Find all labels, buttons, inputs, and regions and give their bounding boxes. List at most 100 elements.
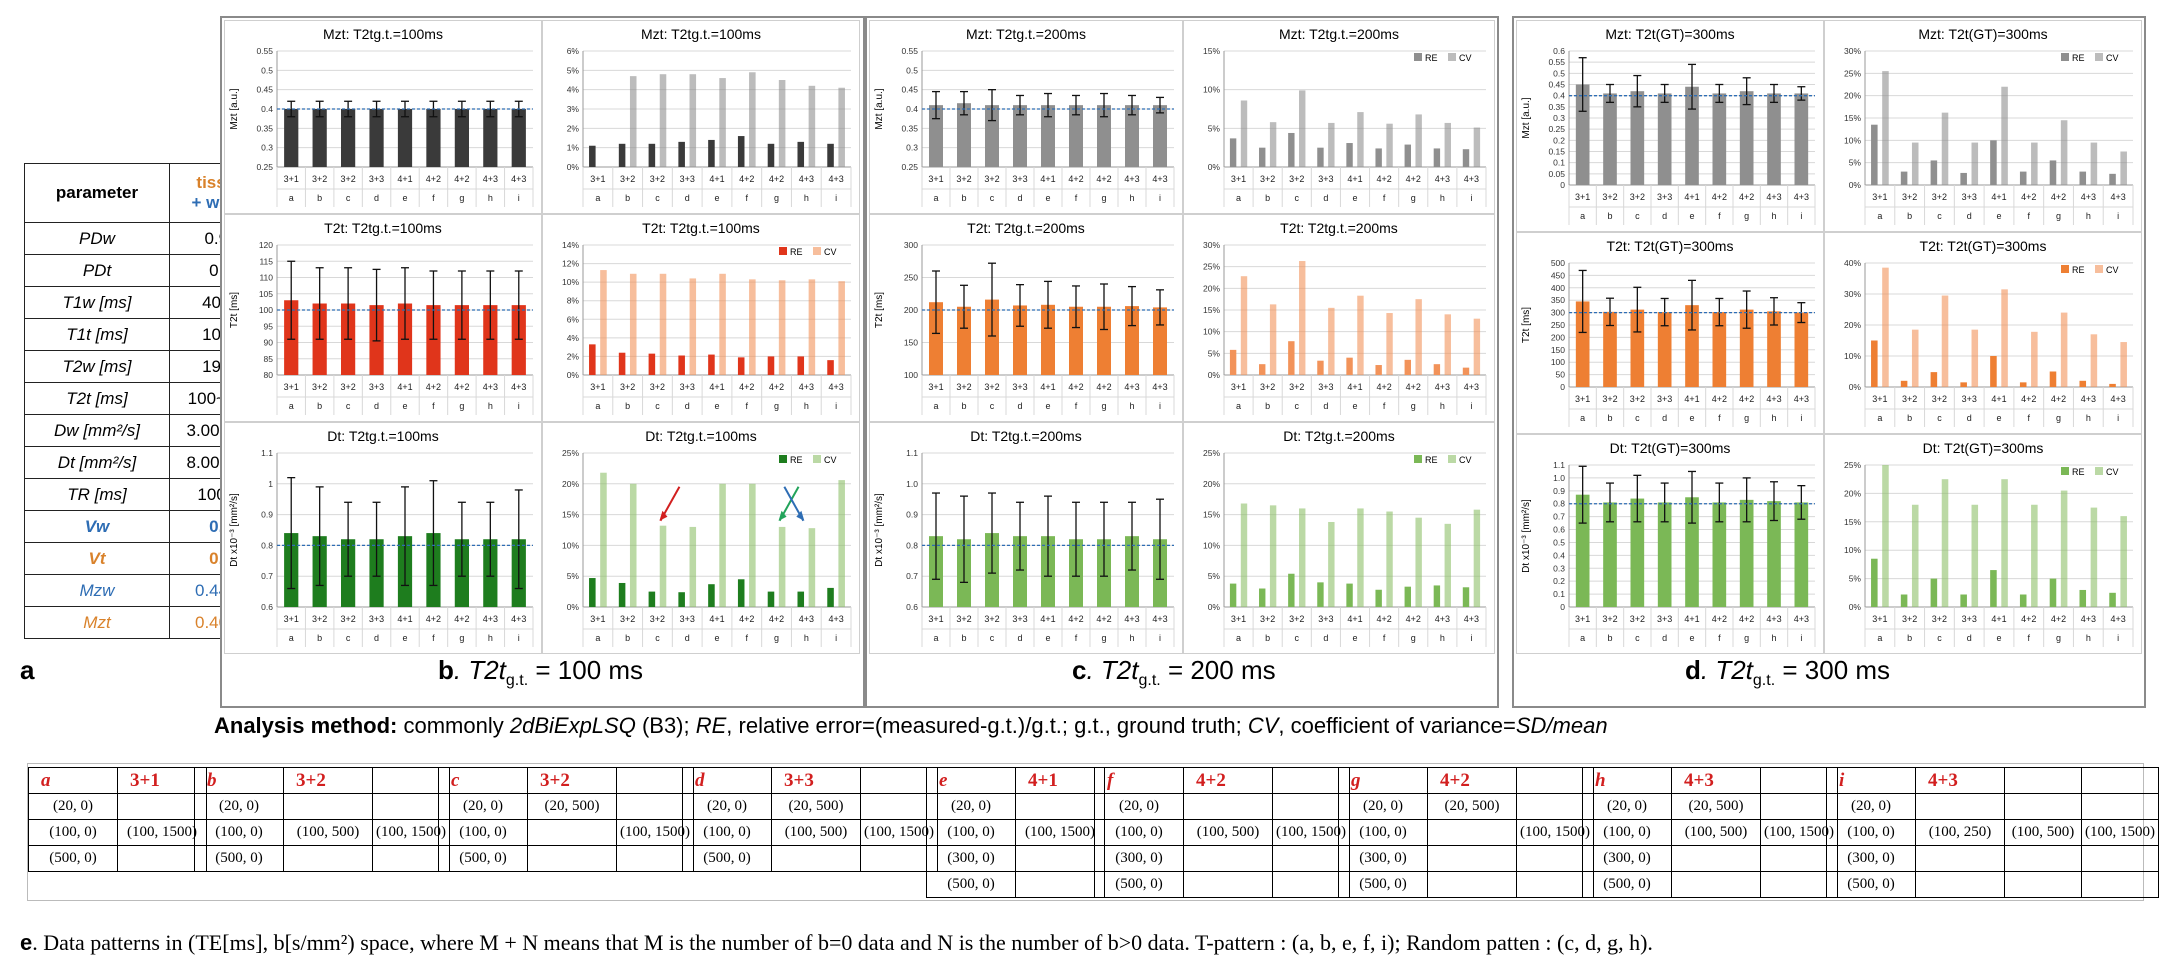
x-tick-label: 4+3: [1435, 614, 1450, 624]
x-letter-label: a: [1877, 413, 1882, 423]
x-tick-label: 3+2: [1602, 394, 1617, 404]
y-tick-label: 0.8: [261, 540, 273, 550]
y-axis-label: T2t [ms]: [229, 292, 240, 328]
bar: [341, 109, 356, 167]
bar: [1767, 311, 1781, 387]
x-letter-label: i: [1159, 633, 1161, 643]
y-tick-label: 1.0: [906, 479, 918, 489]
caption-d: d. T2tg.t. = 300 ms: [1685, 655, 1891, 690]
y-tick-label: 0: [1560, 180, 1565, 190]
bar: [1299, 508, 1306, 607]
chart-svg: T2t: T2t(GT)=300ms 0% 10% 20% 30% 40% 3+1 a 3+2 b…: [1844, 238, 2134, 427]
bar: [1739, 91, 1754, 185]
x-letter-label: c: [655, 633, 660, 643]
chart-c-mzt-re: Mzt: T2tg.t.=200ms 0% 5% 10% 15% 3+1 a 3+2 b 3+2 c…: [1183, 20, 1495, 214]
x-tick-label: 4+3: [1152, 174, 1167, 184]
x-letter-label: g: [1101, 401, 1106, 411]
bar: [797, 141, 805, 167]
pattern-cell: (500, 0): [438, 845, 528, 872]
y-tick-label: 0.2: [1553, 135, 1565, 145]
x-tick-label: 4+2: [1096, 614, 1111, 624]
x-tick-label: 3+2: [1932, 192, 1947, 202]
x-letter-label: a: [595, 193, 600, 203]
bar: [778, 80, 786, 167]
x-letter-label: c: [346, 193, 351, 203]
x-letter-label: a: [1236, 193, 1241, 203]
x-tick-label: 3+1: [928, 174, 943, 184]
bar: [1013, 536, 1027, 607]
bar: [708, 584, 715, 607]
y-axis-label: Dt x10⁻³ [mm²/s]: [229, 493, 240, 567]
x-tick-label: 3+1: [590, 382, 605, 392]
x-tick-label: 3+2: [1630, 192, 1645, 202]
x-letter-label: a: [595, 401, 600, 411]
bar: [1960, 172, 1967, 185]
y-tick-label: 95: [264, 321, 274, 331]
chart-title: Dt: T2t(GT)=300ms: [1610, 440, 1731, 456]
pattern-cell: [1427, 819, 1517, 846]
bar: [1473, 127, 1481, 167]
x-tick-label: 3+2: [1932, 614, 1947, 624]
bar: [1013, 305, 1027, 375]
y-tick-label: 5%: [567, 65, 580, 75]
x-letter-label: g: [1411, 633, 1416, 643]
chart-c-dt-re: Dt: T2tg.t.=200ms 0% 5% 10% 15% 20% 25% 3+1 a 3+2…: [1183, 422, 1495, 654]
chart-d-t2t: T2t: T2t(GT)=300ms 0 50 100 150 200 250 300 350 4…: [1516, 232, 1824, 434]
pattern-empty-cell: [2004, 767, 2082, 794]
chart-title: T2t: T2t(GT)=300ms: [1607, 238, 1734, 254]
y-tick-label: 3%: [567, 104, 580, 114]
pattern-cell: [117, 845, 207, 872]
y-tick-label: 300: [904, 240, 918, 250]
legend-swatch: [2061, 53, 2069, 61]
param-name: Vt: [24, 542, 170, 575]
bar: [2060, 120, 2068, 185]
x-tick-label: 4+2: [1406, 174, 1421, 184]
x-letter-label: e: [1689, 413, 1694, 423]
x-tick-label: 3+2: [1289, 614, 1304, 624]
x-letter-label: b: [317, 401, 322, 411]
pattern-mn: 3+2: [283, 767, 373, 794]
x-tick-label: 3+2: [340, 382, 355, 392]
pattern-row: (500, 0): [1826, 871, 2159, 898]
y-tick-label: 0.5: [906, 65, 918, 75]
x-letter-label: i: [835, 193, 837, 203]
x-tick-label: 3+2: [650, 174, 665, 184]
x-tick-label: 3+2: [1260, 174, 1275, 184]
x-tick-label: 4+2: [426, 174, 441, 184]
pattern-cell: [1183, 845, 1273, 872]
x-tick-label: 4+3: [1464, 174, 1479, 184]
bar: [1603, 502, 1617, 607]
bar: [1990, 356, 1997, 387]
y-tick-label: 0.8: [906, 540, 918, 550]
x-letter-label: g: [1101, 193, 1106, 203]
bar: [511, 305, 526, 375]
chart-svg: Mzt: T2t(GT)=300ms00.050.10.150.20.250.3…: [1521, 26, 1816, 225]
pattern-cell: (500, 0): [194, 845, 284, 872]
bar: [957, 306, 971, 375]
bar: [511, 109, 526, 167]
x-tick-label: 4+2: [2021, 394, 2036, 404]
pattern-row: (20, 0): [926, 793, 1105, 820]
pattern-row: (100, 0) (100, 1500): [438, 819, 694, 846]
pattern-cell: [1272, 793, 1350, 820]
x-letter-label: i: [518, 193, 520, 203]
bar: [2031, 331, 2038, 387]
x-letter-label: c: [655, 401, 660, 411]
x-tick-label: 3+3: [1657, 614, 1672, 624]
pattern-cell: (20, 0): [28, 793, 118, 820]
pattern-cell: (100, 500): [283, 819, 373, 846]
x-tick-label: 4+2: [2051, 614, 2066, 624]
pattern-mn: 4+2: [1427, 767, 1517, 794]
bar: [737, 357, 745, 375]
pattern-row: (500, 0): [1582, 871, 1838, 898]
bar: [838, 480, 845, 607]
x-letter-label: f: [1718, 413, 1721, 423]
x-tick-label: 4+3: [1152, 614, 1167, 624]
bar: [1971, 504, 1979, 607]
y-tick-label: 15%: [1203, 305, 1220, 315]
pattern-row: (500, 0): [28, 845, 207, 872]
y-tick-label: 4%: [567, 333, 580, 343]
bar: [1288, 573, 1295, 607]
y-axis-label: Mzt [a.u.]: [1521, 97, 1532, 138]
y-tick-label: 2%: [567, 351, 580, 361]
